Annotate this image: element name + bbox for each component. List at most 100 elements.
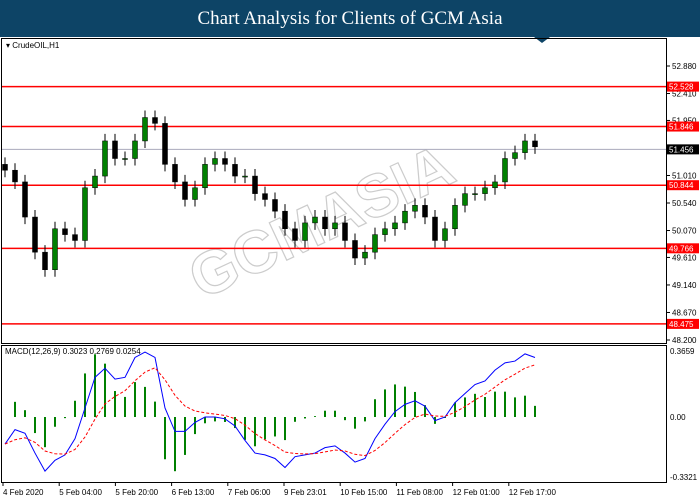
current-price-tag: [667, 144, 699, 155]
symbol-label: ▾ CrudeOIL,H1: [6, 41, 60, 50]
candle: [292, 228, 298, 241]
candle: [32, 216, 38, 253]
macd-tick-label: 0.00: [670, 413, 686, 422]
x-tick-label: 5 Feb 20:00: [115, 488, 158, 497]
candle: [272, 199, 278, 212]
level-label: 49.766: [669, 244, 694, 253]
candle: [342, 222, 348, 241]
candle: [372, 234, 378, 253]
x-tick-label: 6 Feb 13:00: [172, 488, 215, 497]
candle: [352, 240, 358, 259]
level-tag: [667, 121, 699, 132]
candle: [442, 228, 448, 241]
y-tick-label: 51.950: [672, 116, 697, 125]
watermark: GCMASIA: [179, 131, 464, 311]
candle: [282, 210, 288, 230]
y-tick-label: 48.200: [672, 336, 697, 345]
candle: [492, 181, 498, 189]
candle: [532, 140, 538, 148]
x-tick-label: 10 Feb 15:00: [340, 488, 388, 497]
candle: [52, 228, 58, 270]
macd-tick-label: 0.3659: [670, 347, 695, 356]
candle: [62, 228, 68, 235]
candle: [42, 251, 48, 270]
macd-label: MACD(12,26,9) 0.3023 0.2769 0.0254: [5, 347, 141, 356]
candle: [232, 164, 238, 177]
candle: [412, 205, 418, 212]
candle: [82, 187, 88, 241]
x-tick-label: 4 Feb 2020: [3, 488, 44, 497]
page-title: Chart Analysis for Clients of GCM Asia: [0, 0, 700, 37]
macd-tick-label: -0.3321: [670, 473, 698, 482]
candle: [162, 123, 168, 165]
candle: [452, 205, 458, 230]
candle: [182, 181, 188, 200]
x-tick-label: 7 Feb 06:00: [228, 488, 271, 497]
candle: [332, 222, 338, 230]
candle: [192, 187, 198, 200]
candle: [502, 158, 508, 183]
candle: [172, 164, 178, 183]
candle: [422, 205, 428, 218]
level-label: 48.475: [669, 320, 694, 329]
main-panel-frame: [1, 38, 667, 344]
x-tick-label: 11 Feb 08:00: [396, 488, 443, 497]
candle: [132, 140, 138, 159]
candle: [462, 193, 468, 206]
candle: [112, 140, 118, 159]
candle: [12, 169, 18, 183]
level-tag: [667, 243, 699, 254]
candle: [102, 140, 108, 177]
candle: [142, 117, 148, 142]
signal-line: [4, 364, 536, 457]
y-tick-label: 51.010: [672, 171, 697, 180]
banner-notch: [534, 37, 550, 43]
candle: [312, 216, 318, 224]
candle: [22, 181, 28, 218]
y-tick-label: 50.540: [672, 199, 697, 208]
candle: [242, 175, 248, 178]
candle: [212, 158, 218, 165]
level-tag: [667, 318, 699, 329]
candle: [362, 251, 368, 259]
candle: [92, 175, 98, 189]
y-tick-label: 49.140: [672, 281, 697, 290]
x-tick-label: 5 Feb 04:00: [59, 488, 102, 497]
candle: [482, 187, 488, 194]
candle: [472, 193, 478, 195]
candle: [252, 175, 258, 194]
candle: [202, 164, 208, 189]
level-label: 50.844: [669, 181, 694, 190]
y-tick-label: 52.880: [672, 62, 697, 71]
level-label: 52.528: [669, 83, 694, 92]
candle: [222, 158, 228, 165]
candle: [262, 193, 268, 200]
candle: [2, 164, 8, 171]
y-tick-label: 48.670: [672, 308, 697, 317]
candle: [512, 152, 518, 159]
x-tick-label: 9 Feb 23:01: [284, 488, 327, 497]
candle: [152, 117, 158, 124]
candle: [122, 158, 128, 160]
candle: [402, 210, 408, 224]
candle: [382, 228, 388, 235]
current-price-label: 51.456: [669, 145, 694, 154]
level-tag: [667, 180, 699, 191]
x-tick-label: 12 Feb 01:00: [453, 488, 501, 497]
level-tag: [667, 81, 699, 92]
y-tick-label: 52.410: [672, 90, 697, 99]
symbol-text: CrudeOIL,H1: [12, 41, 60, 50]
candle: [432, 216, 438, 241]
candle: [392, 222, 398, 230]
macd-panel-frame: [1, 345, 667, 483]
y-tick-label: 49.610: [672, 253, 697, 262]
macd-line: [4, 351, 536, 472]
candle: [72, 234, 78, 241]
y-tick-label: 50.070: [672, 227, 697, 236]
candle: [322, 216, 328, 230]
candle: [302, 222, 308, 241]
candle: [522, 140, 528, 153]
level-label: 51.846: [669, 123, 694, 132]
x-tick-label: 12 Feb 17:00: [509, 488, 557, 497]
